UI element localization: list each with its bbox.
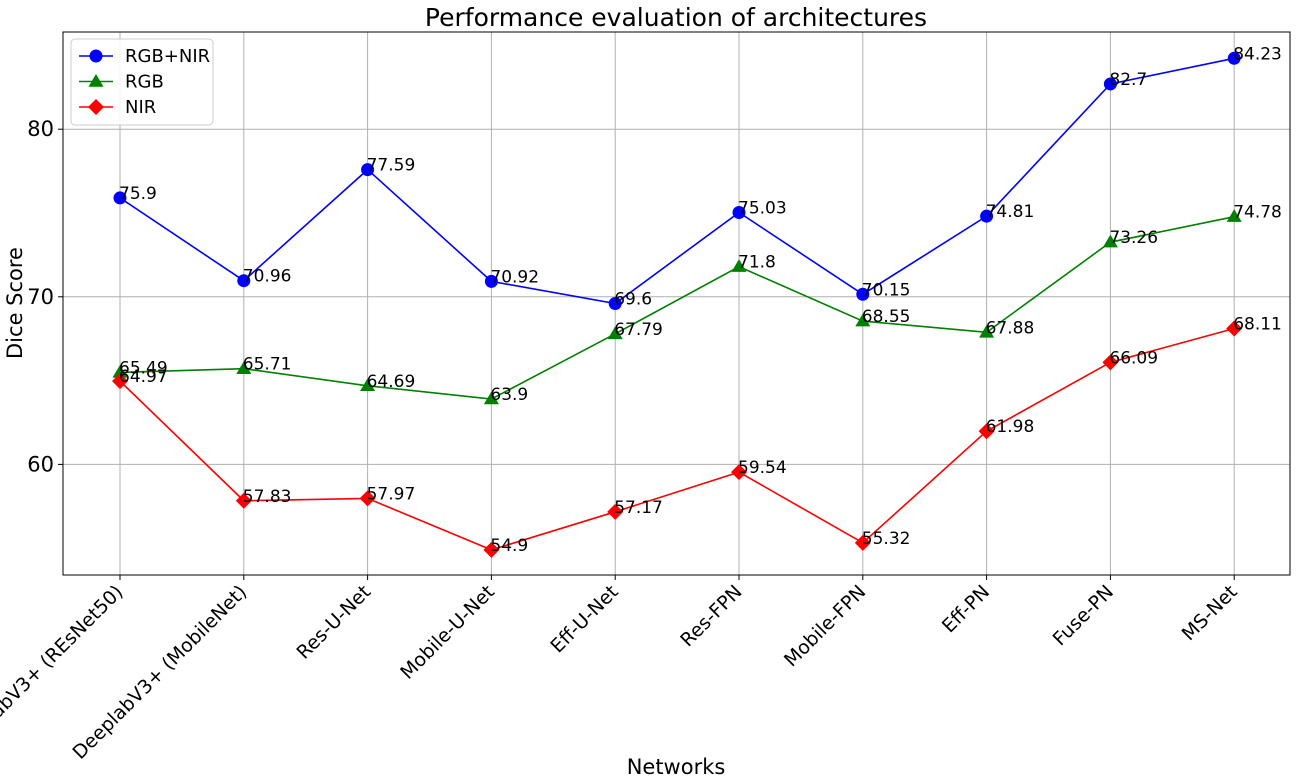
data-point-nir [235,492,252,509]
x-tick-label-ms-net: MS-Net [1178,581,1242,645]
data-label-nir: 57.97 [367,484,416,504]
data-point-nir [359,490,376,507]
data-label-nir: 64.97 [119,367,168,387]
data-label-rgb: 64.69 [367,372,416,392]
x-tick-label-eff-u-net: Eff-U-Net [546,581,622,657]
legend-label-rgb-nir: RGB+NIR [125,46,210,67]
y-tick-label-70: 70 [27,285,54,309]
legend: RGB+NIR RGB NIR [70,38,214,126]
x-tick-label-mobile-fpn: Mobile-FPN [780,581,870,671]
data-point-nir [731,464,747,481]
x-tick-label-res-u-net: Res-U-Net [292,581,375,664]
data-label-nir: 68.11 [1233,314,1282,334]
data-label-rgb-nir: 84.23 [1233,44,1282,64]
data-label-rgb: 68.55 [862,307,911,327]
x-tick-label-fuse-pn: Fuse-PN [1049,581,1118,650]
data-point-rgb [1226,209,1242,222]
series-rgb [112,209,1242,405]
data-point-rgb [855,313,871,327]
data-label-nir: 61.98 [986,417,1035,437]
x-tick-label-eff-pn: Eff-PN [938,581,994,637]
data-point-rgb-nir [856,287,870,301]
plot-frame [62,31,1291,576]
data-label-rgb-nir: 75.9 [119,184,157,204]
y-tick-label-60: 60 [27,452,54,476]
data-label-nir: 57.17 [614,498,663,518]
data-point-nir [112,373,128,390]
data-label-rgb-nir: 69.6 [614,290,652,310]
data-label-rgb: 73.26 [1109,228,1158,248]
series [112,51,1243,558]
data-label-rgb-nir: 70.15 [862,280,911,300]
data-label-rgb-nir: 70.92 [490,267,539,287]
data-point-rgb [360,378,376,392]
chart-title: Performance evaluation of architectures [425,3,927,32]
y-axis-label: Dice Score [3,247,27,359]
y-tick-label-80: 80 [27,117,54,141]
series-line-nir [119,327,1235,551]
legend-marker-nir [88,99,104,115]
data-label-rgb-nir: 74.81 [986,202,1035,222]
x-axis-ticks: DeeplabV3+ (REsNet50)DeeplabV3+ (MobileN… [0,575,1242,764]
data-point-rgb-nir [732,205,746,219]
data-label-nir: 55.32 [862,529,911,549]
series-nir [112,320,1243,558]
data-point-nir [978,423,995,440]
series-line-rgb [119,215,1235,400]
data-label-rgb-nir: 77.59 [367,156,416,176]
data-point-rgb-nir [113,191,127,205]
legend-marker-rgb [88,74,104,87]
series-line-rgb-nir [119,57,1235,305]
data-point-rgb-nir [237,274,251,288]
data-point-rgb-nir [361,163,375,177]
data-label-rgb: 67.79 [614,320,663,340]
y-axis-ticks: 60 70 80 [27,117,63,476]
data-label-rgb: 63.9 [490,385,528,405]
data-point-rgb-nir [484,274,498,288]
data-label-nir: 59.54 [738,458,787,478]
legend-box [70,38,214,126]
data-point-nir [1226,320,1243,337]
data-label-rgb-nir: 82.7 [1109,70,1147,90]
x-tick-label-res-fpn: Res-FPN [676,581,746,651]
data-label-rgb: 74.78 [1233,203,1282,223]
data-point-rgb [1102,234,1118,248]
data-label-nir: 54.9 [490,536,528,556]
series-rgb-nir [113,51,1241,310]
legend-label-rgb: RGB [125,72,164,93]
data-point-rgb [731,259,747,272]
data-label-rgb: 65.49 [119,358,168,378]
data-point-rgb [979,324,995,338]
x-tick-label-mobile-u-net: Mobile-U-Net [396,581,499,684]
data-label-rgb: 71.8 [738,253,776,273]
legend-marker-rgb-nir [89,49,103,63]
data-point-rgb [607,326,623,340]
data-point-rgb-nir [1103,77,1117,91]
data-point-rgb [236,361,252,374]
data-point-rgb-nir [980,209,994,223]
data-label-rgb-nir: 70.96 [243,267,292,287]
data-point-rgb [483,391,499,405]
data-point-rgb-nir [608,297,622,310]
x-axis-label: Networks [627,755,726,779]
data-label-rgb: 65.71 [243,355,292,375]
data-point-nir [1102,354,1119,371]
data-point-nir [854,534,871,551]
data-label-nir: 57.83 [243,487,292,507]
data-label-rgb: 67.88 [986,318,1035,338]
data-point-rgb [112,364,128,378]
data-label-rgb-nir: 75.03 [738,198,787,218]
data-point-nir [607,503,624,520]
data-labels: 75.9 70.96 77.59 70.92 69.6 75.03 70.15 74.81 82… [119,44,1282,556]
data-point-rgb-nir [1227,51,1241,65]
data-label-nir: 66.09 [1109,348,1158,368]
legend-label-nir: NIR [125,97,156,118]
data-point-nir [483,541,500,558]
